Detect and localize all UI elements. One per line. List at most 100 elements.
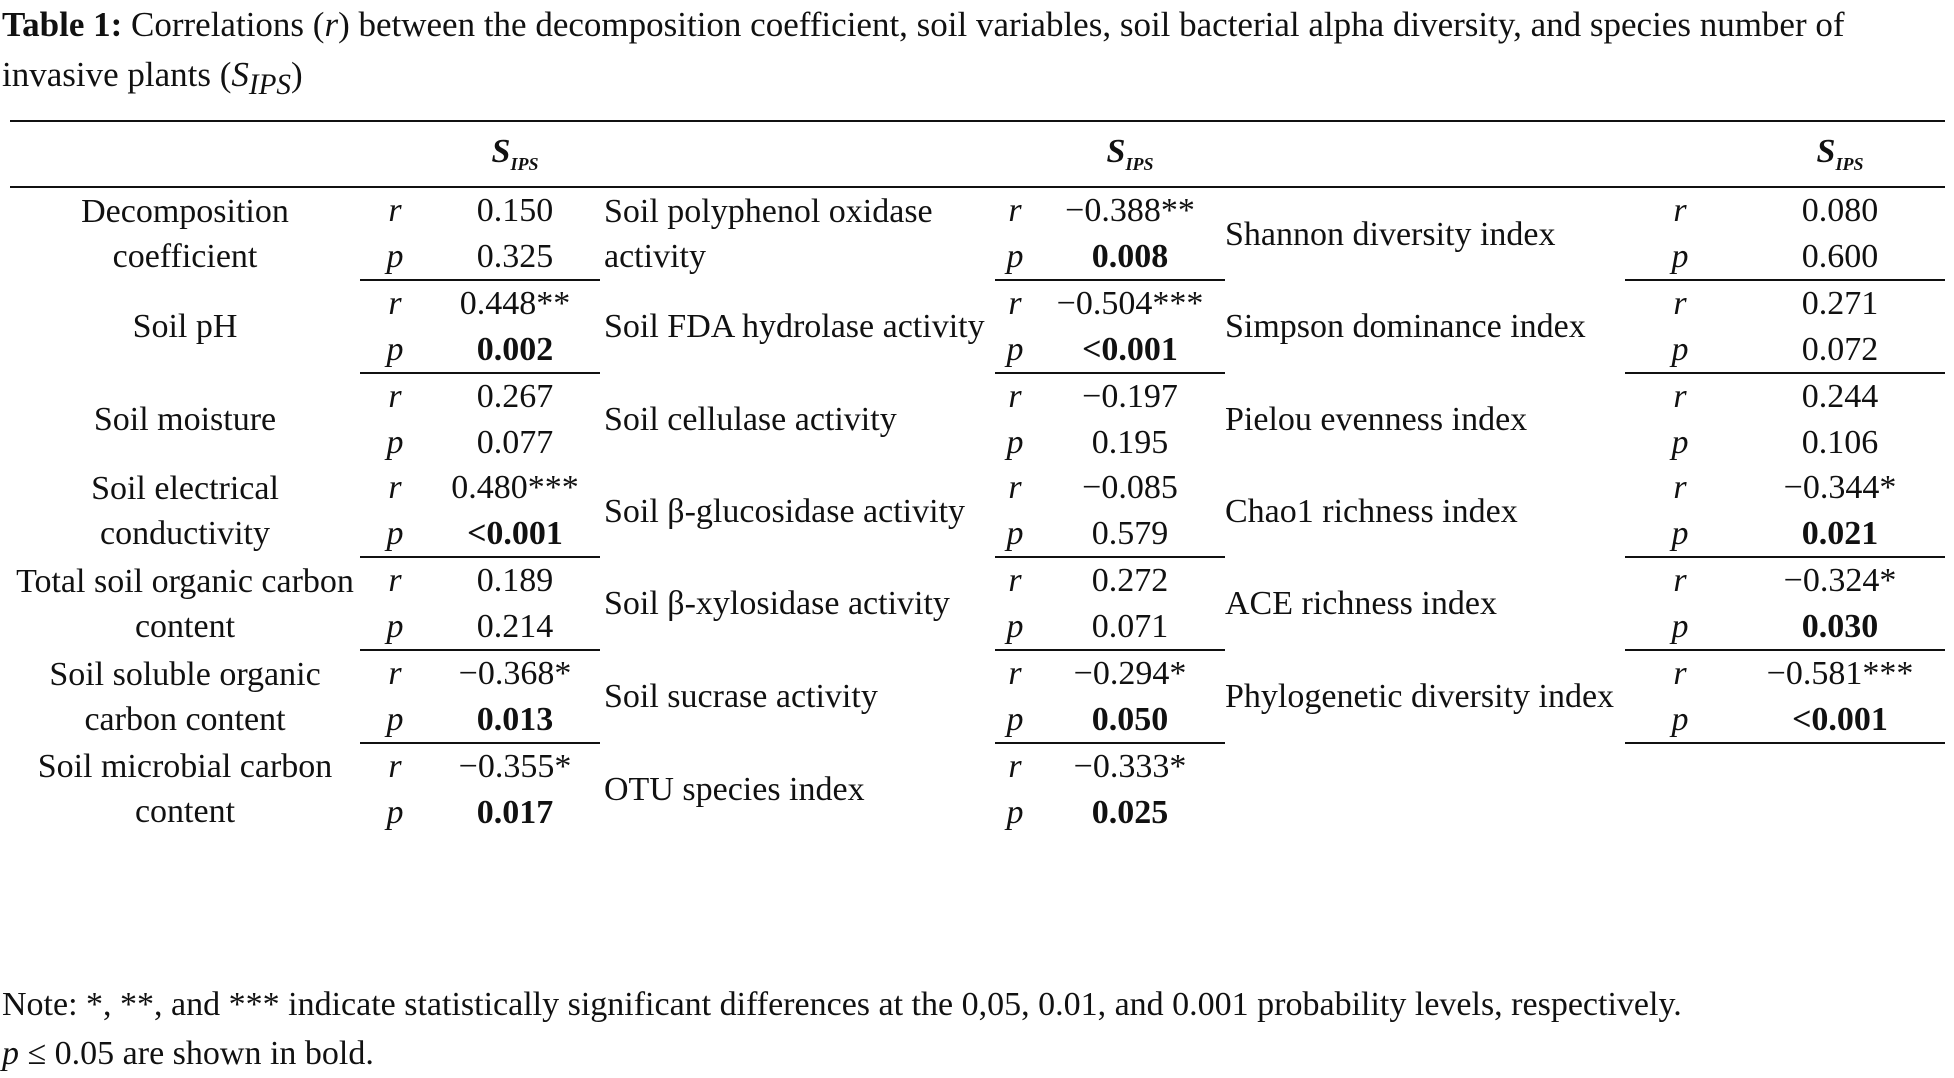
table-row: Soil microbial carbon content r −0.355* OTU…	[10, 743, 1945, 830]
p-value: 0.030	[1735, 603, 1945, 651]
r-label: r	[1008, 192, 1022, 229]
table-row: Soil moisture r 0.267 Soil cellulase activi…	[10, 373, 1945, 438]
header-sips-2: SIPS	[1035, 120, 1225, 188]
p-label: p	[360, 696, 430, 744]
r-label: r	[1008, 285, 1022, 322]
note-line-1: Note: *, **, and *** indicate statistica…	[2, 986, 1682, 1023]
r-value: 0.267	[476, 378, 554, 415]
r-value: −0.504***	[1056, 285, 1204, 322]
r-label: r	[388, 748, 402, 785]
r-label: r	[1008, 748, 1022, 785]
r-value	[1735, 743, 1945, 790]
r-label: r	[1673, 192, 1687, 229]
p-value: 0.021	[1735, 510, 1945, 558]
p-value: 0.071	[1035, 603, 1225, 651]
variable-name: Soil electrical conductivity	[91, 470, 279, 552]
variable-name: Simpson dominance index	[1225, 308, 1586, 345]
p-label: p	[1671, 423, 1689, 461]
p-label: p	[386, 793, 404, 831]
table-row: Soil pH r 0.448** Soil FDA hydrolase activi…	[10, 280, 1945, 345]
r-label: r	[1008, 378, 1022, 415]
p-value: 0.072	[1735, 326, 1945, 374]
p-value: 0.214	[430, 603, 600, 651]
p-label: p	[1625, 510, 1735, 558]
variable-name: Soil pH	[132, 308, 238, 345]
caption-text-after: ) between the decomposition coefficient,…	[2, 5, 1845, 94]
table-row: Soil soluble organic carbon content r −0.3…	[10, 650, 1945, 738]
variable-name: Soil β-xylosidase activity	[604, 585, 950, 622]
p-label: p	[1625, 603, 1735, 651]
p-label: p	[1625, 326, 1735, 374]
r-value: −0.294*	[1073, 655, 1187, 692]
variable-name: Soil polyphenol oxidase activity	[604, 193, 933, 275]
r-label: r	[1673, 285, 1687, 322]
r-value: −0.581***	[1766, 655, 1914, 692]
table-body: Decomposition coefficient r 0.150 Soil poly…	[10, 187, 1945, 835]
p-value: 0.002	[430, 326, 600, 374]
r-value: 0.189	[476, 562, 554, 599]
caption-s-symbol: S	[231, 55, 249, 94]
variable-name: Soil β-glucosidase activity	[604, 492, 966, 530]
p-value: <0.001	[1735, 696, 1945, 744]
header-sips-3: SIPS	[1735, 120, 1945, 188]
p-value: 0.008	[1035, 233, 1225, 281]
variable-name: Phylogenetic diversity index	[1225, 678, 1615, 715]
p-value: 0.579	[1035, 510, 1225, 558]
table-row: p 0.214 p 0.071 p 0.030	[10, 603, 1945, 651]
table-label: Table 1:	[2, 5, 123, 44]
r-label: r	[388, 655, 402, 692]
table-row: p 0.325 p 0.008 p 0.600	[10, 233, 1945, 281]
r-value: −0.388**	[1065, 192, 1195, 229]
note-p-symbol: p	[2, 1035, 19, 1072]
p-value: 0.017	[476, 793, 554, 831]
variable-name: Soil microbial carbon content	[37, 748, 333, 830]
r-value: 0.272	[1091, 562, 1169, 599]
r-value: 0.448**	[459, 285, 571, 322]
r-value: 0.480***	[451, 469, 579, 506]
r-label: r	[1008, 655, 1022, 692]
header-blank-4	[995, 120, 1035, 188]
p-label: p	[995, 696, 1035, 744]
p-value: 0.025	[1091, 793, 1169, 831]
variable-name: Pielou evenness index	[1225, 400, 1528, 438]
note-line-2-text: ≤ 0.05 are shown in bold.	[19, 1035, 374, 1072]
p-label: p	[995, 233, 1035, 281]
table-row: Decomposition coefficient r 0.150 Soil poly…	[10, 187, 1945, 275]
r-value: 0.150	[476, 192, 554, 229]
p-label: p	[995, 326, 1035, 374]
variable-name: Soil moisture	[93, 400, 277, 438]
table-header-row: SIPS SIPS SIPS	[10, 120, 1945, 188]
r-value: −0.355*	[458, 748, 572, 785]
r-label: r	[1673, 378, 1687, 415]
caption-r-symbol: r	[324, 5, 339, 44]
correlation-table: SIPS SIPS SIPS Decomposition coefficient…	[10, 120, 1945, 835]
variable-name: Shannon diversity index	[1225, 215, 1556, 253]
r-label: r	[1673, 655, 1687, 692]
p-label	[1625, 790, 1735, 836]
p-label: p	[1006, 423, 1024, 461]
header-blank-5	[1225, 120, 1625, 188]
variable-name: ACE richness index	[1225, 585, 1497, 622]
table-row: p 0.013 p 0.050 p <0.001	[10, 696, 1945, 744]
r-label: r	[388, 285, 402, 322]
p-value: 0.013	[430, 696, 600, 744]
table-row: p 0.002 p <0.001 p 0.072	[10, 326, 1945, 374]
caption-text-end: )	[291, 55, 303, 94]
r-label: r	[388, 378, 402, 415]
r-label: r	[1008, 562, 1022, 599]
header-sips-1: SIPS	[430, 120, 600, 188]
table-row: p 0.017 p 0.025	[10, 790, 1945, 836]
p-label: p	[995, 603, 1035, 651]
r-label: r	[1673, 469, 1687, 506]
p-label: p	[1006, 793, 1024, 831]
p-value: <0.001	[430, 510, 600, 558]
r-value: −0.197	[1082, 378, 1178, 415]
p-label: p	[360, 233, 430, 281]
r-label	[1625, 743, 1735, 790]
r-value: 0.080	[1801, 192, 1879, 229]
table-row: p 0.077 p 0.195 p 0.106	[10, 420, 1945, 466]
variable-name: Soil cellulase activity	[604, 400, 897, 438]
table-caption: Table 1: Correlations (r) between the de…	[2, 0, 1950, 110]
variable-name: Total soil organic carbon content	[16, 562, 354, 645]
